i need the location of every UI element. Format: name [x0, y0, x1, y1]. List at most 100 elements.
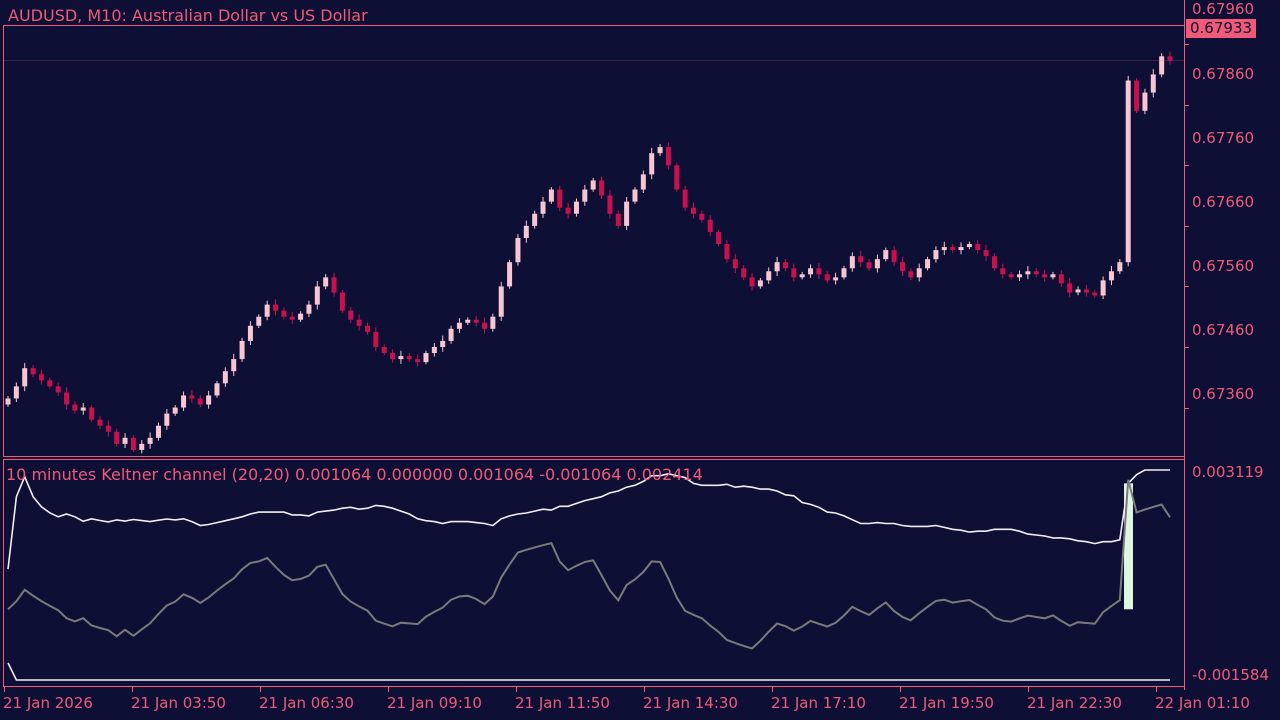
candle-body: [883, 250, 889, 260]
candle-body: [97, 419, 103, 426]
candle-body: [5, 398, 11, 405]
candle-body: [716, 231, 722, 245]
candle-body: [306, 304, 312, 314]
candle-body: [239, 340, 245, 360]
candle-body: [473, 319, 479, 323]
candle-body: [1159, 56, 1165, 75]
candle-body: [1125, 80, 1131, 263]
candle-body: [607, 195, 613, 214]
candle-body: [456, 322, 462, 329]
candle-body: [431, 346, 437, 354]
candle-body: [1000, 268, 1006, 275]
candle-body: [47, 380, 53, 387]
time-label: 22 Jan 01:10: [1155, 694, 1250, 712]
candle-body: [1083, 289, 1089, 293]
indicator-max-label: 0.003119: [1192, 463, 1264, 481]
candle-body: [950, 247, 956, 251]
lower-band-line: [7, 662, 1170, 681]
candle-body: [406, 356, 412, 360]
candle-body: [348, 310, 354, 320]
candle-body: [172, 407, 178, 414]
histogram-bar: [1124, 483, 1133, 610]
time-label: 21 Jan 14:30: [643, 694, 738, 712]
candle-body: [749, 277, 755, 287]
candle-body: [799, 274, 805, 278]
time-label: 21 Jan 06:30: [259, 694, 354, 712]
candle-body: [482, 322, 488, 329]
indicator-min-label: -0.001584: [1192, 666, 1269, 684]
candle-body: [548, 189, 554, 202]
time-label: 21 Jan 17:10: [771, 694, 866, 712]
candle-body: [289, 316, 295, 320]
candle-body: [582, 189, 588, 202]
candle-body: [741, 268, 747, 278]
candle-body: [632, 189, 638, 202]
candle-body: [1033, 271, 1039, 275]
candle-body: [874, 259, 880, 269]
candle-body: [331, 277, 337, 293]
candle-body: [624, 201, 630, 226]
candle-body: [532, 213, 538, 226]
candle-body: [89, 407, 95, 420]
candle-body: [1017, 274, 1023, 278]
candle-body: [181, 395, 187, 408]
time-label: 21 Jan 11:50: [515, 694, 610, 712]
candle-body: [841, 268, 847, 278]
axis-ticks: [4, 44, 1189, 692]
candle-body: [440, 340, 446, 347]
candle-body: [1042, 274, 1048, 278]
candle-body: [1134, 80, 1140, 111]
candle-body: [448, 328, 454, 341]
price-label: 0.67760: [1192, 129, 1255, 147]
candle-body: [523, 225, 529, 238]
candle-body: [1117, 262, 1123, 272]
candle-body: [958, 247, 964, 251]
candle-body: [498, 286, 504, 317]
candle-body: [55, 386, 61, 393]
price-label: 0.67660: [1192, 193, 1255, 211]
candle-body: [390, 353, 396, 360]
candle-body: [139, 443, 145, 450]
candle-body: [264, 304, 270, 317]
candle-body: [732, 259, 738, 269]
candle-body: [1150, 74, 1156, 93]
candle-body: [782, 262, 788, 269]
candle-body: [590, 180, 596, 190]
candle-body: [247, 325, 253, 341]
candle-body: [649, 153, 655, 175]
symbol-title: AUDUSD, M10: Australian Dollar vs US Dol…: [8, 6, 368, 25]
candle-body: [339, 292, 345, 311]
candle-body: [515, 237, 521, 263]
candle-body: [398, 356, 404, 360]
candle-body: [1058, 274, 1064, 284]
candle-body: [1108, 271, 1114, 281]
candle-body: [38, 374, 44, 381]
candle-body: [373, 331, 379, 347]
candle-body: [640, 174, 646, 190]
candle-body: [490, 316, 496, 329]
candle-body: [983, 250, 989, 257]
chart-frame: [3, 0, 1185, 690]
candle-body: [833, 277, 839, 281]
candle-body: [774, 262, 780, 272]
candle-body: [423, 353, 429, 363]
candle-body: [1050, 274, 1056, 278]
candle-body: [899, 262, 905, 272]
candle-body: [1167, 56, 1173, 61]
upper-band-line: [7, 469, 1170, 570]
candle-body: [975, 244, 981, 251]
candle-body: [866, 262, 872, 269]
keltner-channel-series: [7, 469, 1171, 681]
candle-body: [925, 259, 931, 269]
candle-body: [314, 286, 320, 305]
candle-body: [381, 346, 387, 354]
oscillator-line: [7, 479, 1171, 650]
candle-body: [707, 219, 713, 232]
indicator-title: 10 minutes Keltner channel (20,20) 0.001…: [6, 465, 703, 484]
candle-body: [665, 147, 671, 166]
candle-body: [1075, 289, 1081, 293]
price-label: 0.67860: [1192, 65, 1255, 83]
candle-body: [808, 268, 814, 275]
candle-body: [80, 407, 86, 411]
